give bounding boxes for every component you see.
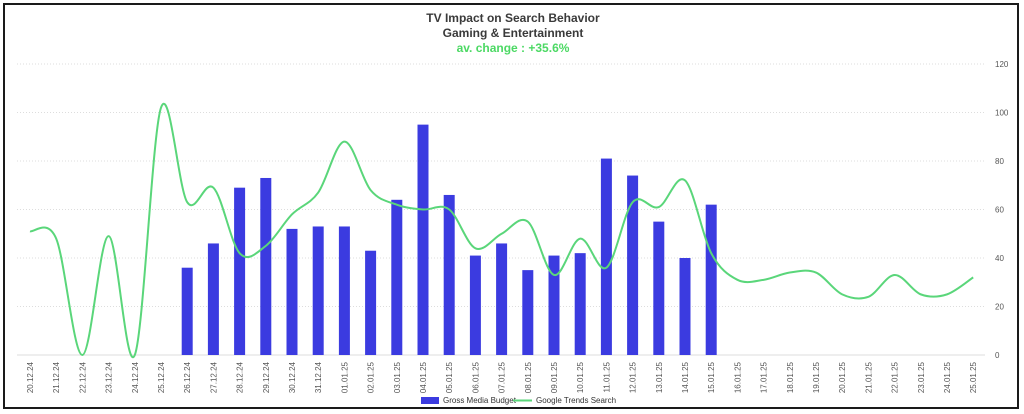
bar: [496, 243, 508, 355]
bar: [705, 204, 717, 355]
x-tick-label: 24.01.25: [943, 361, 952, 393]
x-tick-label: 28.12.24: [236, 361, 245, 393]
x-tick-label: 17.01.25: [760, 361, 769, 393]
bar: [469, 255, 481, 355]
legend-label-line: Google Trends Search: [536, 396, 616, 405]
x-tick-label: 09.01.25: [550, 361, 559, 393]
x-tick-label: 21.01.25: [864, 361, 873, 393]
bar: [260, 177, 272, 355]
x-tick-label: 05.01.25: [445, 361, 454, 393]
bar: [181, 267, 193, 355]
y-tick-label: 20: [995, 303, 1004, 312]
bar: [653, 221, 665, 355]
x-tick-label: 27.12.24: [209, 361, 218, 393]
bar: [391, 199, 403, 355]
y-tick-label: 100: [995, 109, 1009, 118]
bar: [234, 187, 246, 355]
x-tick-label: 26.12.24: [183, 361, 192, 393]
x-tick-label: 12.01.25: [629, 361, 638, 393]
x-tick-label: 10.01.25: [576, 361, 585, 393]
x-tick-label: 23.01.25: [917, 361, 926, 393]
x-tick-label: 30.12.24: [288, 361, 297, 393]
chart-annotation: av. change : +35.6%: [456, 41, 570, 55]
y-tick-label: 80: [995, 157, 1004, 166]
x-tick-label: 11.01.25: [602, 361, 611, 392]
x-tick-label: 22.12.24: [78, 361, 87, 393]
x-tick-label: 29.12.24: [262, 361, 271, 393]
x-tick-label: 16.01.25: [733, 361, 742, 393]
bar: [207, 243, 219, 355]
x-tick-label: 20.12.24: [26, 361, 35, 393]
x-tick-label: 02.01.25: [367, 361, 376, 393]
bar: [548, 255, 560, 355]
bar: [600, 158, 612, 355]
x-tick-label: 25.01.25: [969, 361, 978, 393]
chart-titles: TV Impact on Search Behavior Gaming & En…: [5, 11, 1021, 56]
bar: [338, 226, 350, 355]
bar: [443, 194, 455, 355]
bar: [312, 226, 324, 355]
x-tick-label: 20.01.25: [838, 361, 847, 393]
x-tick-label: 08.01.25: [524, 361, 533, 393]
bar: [522, 270, 534, 355]
x-tick-label: 13.01.25: [655, 361, 664, 393]
legend-swatch-bars: [421, 397, 439, 404]
chart-frame: TV Impact on Search Behavior Gaming & En…: [3, 3, 1019, 409]
x-tick-label: 07.01.25: [498, 361, 507, 393]
chart-subtitle: Gaming & Entertainment: [442, 26, 584, 40]
x-tick-label: 21.12.24: [52, 361, 61, 393]
bar: [417, 124, 429, 355]
x-tick-label: 24.12.24: [131, 361, 140, 393]
y-tick-label: 120: [995, 60, 1009, 69]
x-tick-label: 15.01.25: [707, 361, 716, 393]
bar: [627, 175, 639, 355]
x-tick-label: 22.01.25: [891, 361, 900, 393]
x-tick-label: 06.01.25: [471, 361, 480, 393]
bar: [365, 250, 377, 355]
x-tick-label: 04.01.25: [419, 361, 428, 393]
x-tick-label: 03.01.25: [393, 361, 402, 393]
x-tick-label: 01.01.25: [340, 361, 349, 393]
x-tick-label: 14.01.25: [681, 361, 690, 393]
x-tick-label: 25.12.24: [157, 361, 166, 393]
y-tick-label: 0: [995, 351, 1000, 360]
x-tick-label: 23.12.24: [105, 361, 114, 393]
bar: [574, 253, 586, 355]
x-tick-label: 19.01.25: [812, 361, 821, 393]
y-tick-label: 40: [995, 254, 1004, 263]
bar: [679, 258, 691, 355]
chart-title: TV Impact on Search Behavior: [426, 11, 600, 25]
series-line: [29, 103, 974, 359]
x-tick-label: 18.01.25: [786, 361, 795, 393]
y-tick-label: 60: [995, 206, 1004, 215]
legend-label-bars: Gross Media Budget: [443, 396, 517, 405]
bar: [286, 228, 298, 355]
x-tick-label: 31.12.24: [314, 361, 323, 393]
